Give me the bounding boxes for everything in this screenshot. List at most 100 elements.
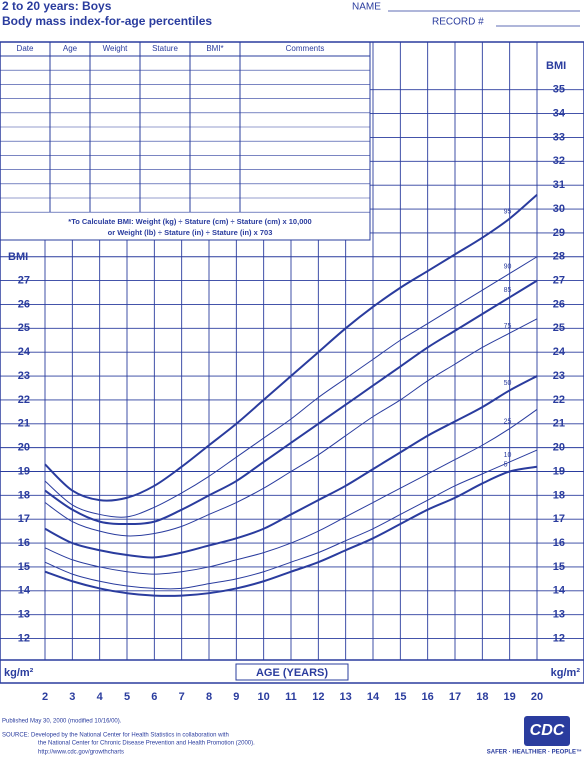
curves: 95 90 85 75 50 25 10 5 <box>44 193 538 597</box>
y-tick-label: 28 <box>553 251 565 263</box>
x-tick-label: 7 <box>179 691 185 703</box>
x-tick-label: 2 <box>42 691 48 703</box>
y-tick-label: 14 <box>553 585 566 597</box>
x-tick-label: 17 <box>449 691 461 703</box>
x-tick-label: 6 <box>151 691 157 703</box>
bmi-note: or Weight (lb) ÷ Stature (in) ÷ Stature … <box>108 228 273 237</box>
x-tick-label: 5 <box>124 691 130 703</box>
title: 2 to 20 years: Boys <box>2 0 112 13</box>
y-tick-label: 20 <box>553 442 565 454</box>
logo-text: CDC <box>530 722 565 739</box>
x-tick-label: 13 <box>340 691 352 703</box>
y-unit-right: kg/m² <box>551 667 581 679</box>
x-tick-label: 19 <box>504 691 516 703</box>
y-tick-label: 12 <box>18 632 30 644</box>
curve-label: 25 <box>504 418 512 425</box>
x-tick-label: 9 <box>233 691 239 703</box>
curve-label: 10 <box>504 452 512 459</box>
y-tick-label: 22 <box>553 394 565 406</box>
published: Published May 30, 2000 (modified 10/16/0… <box>2 719 122 725</box>
x-tick-label: 12 <box>312 691 324 703</box>
y-tick-label: 33 <box>553 131 565 143</box>
y-tick-label: 31 <box>553 179 565 191</box>
y-tick-label: 30 <box>553 203 565 215</box>
y-tick-label: 24 <box>553 346 566 358</box>
y-tick-label: 25 <box>18 322 30 334</box>
x-tick-label: 18 <box>476 691 488 703</box>
subtitle: Body mass index-for-age percentiles <box>2 14 212 28</box>
source-url: http://www.cdc.gov/growthcharts <box>38 750 124 756</box>
y-tick-label: 20 <box>18 442 30 454</box>
y-tick-label: 13 <box>553 609 565 621</box>
y-tick-label: 27 <box>18 275 30 287</box>
curve-label: 5 <box>504 461 508 468</box>
y-tick-label: 23 <box>553 370 565 382</box>
percentile-curve <box>44 449 538 590</box>
x-tick-label: 10 <box>258 691 270 703</box>
record-table: Date Age Weight Stature BMI* Comments *To Calc… <box>0 41 371 241</box>
x-tick-label: 16 <box>422 691 434 703</box>
y-tick-label: 18 <box>18 489 30 501</box>
curve-label: 85 <box>504 287 512 294</box>
y-tick-label: 34 <box>553 107 566 119</box>
curve-label: 50 <box>504 380 512 387</box>
x-axis-label: AGE (YEARS) <box>256 667 328 679</box>
logo <box>524 716 570 746</box>
x-tick-label: 4 <box>97 691 104 703</box>
x-tick-label: 3 <box>69 691 75 703</box>
y-tick-label: 15 <box>553 561 565 573</box>
x-tick-label: 11 <box>285 691 297 703</box>
y-tick-label: 16 <box>553 537 565 549</box>
column-header: Stature <box>152 44 178 53</box>
y-tick-label: 17 <box>553 513 565 525</box>
y-tick-label: 17 <box>18 513 30 525</box>
slogan: SAFER · HEALTHIER · PEOPLE™ <box>487 749 582 756</box>
curve-label: 75 <box>504 323 512 330</box>
y-tick-label: 32 <box>553 155 565 167</box>
y-tick-label: 15 <box>18 561 30 573</box>
frame <box>0 41 584 684</box>
y-tick-label: 25 <box>553 322 565 334</box>
percentile-curve <box>44 318 538 537</box>
percentile-curve <box>44 256 538 518</box>
x-tick-label: 20 <box>531 691 543 703</box>
source: the National Center for Chronic Disease … <box>38 741 255 747</box>
y-axis-label: BMI <box>8 251 28 263</box>
y-tick-label: 13 <box>18 609 30 621</box>
y-tick-label: 12 <box>553 632 565 644</box>
percentile-curve <box>44 409 538 575</box>
x-tick-label: 14 <box>367 691 380 703</box>
column-header: Date <box>17 44 34 53</box>
curve-label: 90 <box>504 263 512 270</box>
x-label-box <box>235 663 349 681</box>
percentile-curve <box>44 375 538 559</box>
y-tick-label: 27 <box>553 275 565 287</box>
column-header: BMI* <box>206 44 223 53</box>
y-tick-label: 21 <box>553 418 565 430</box>
name-label: NAME <box>352 2 381 13</box>
bmi-note: *To Calculate BMI: Weight (kg) ÷ Stature… <box>68 217 311 226</box>
source: SOURCE: Developed by the National Center… <box>2 733 229 739</box>
y-tick-label: 24 <box>18 346 31 358</box>
y-tick-label: 26 <box>553 298 565 310</box>
column-header: Age <box>63 44 78 53</box>
y-tick-label: 21 <box>18 418 30 430</box>
percentile-curve <box>44 465 538 597</box>
y-tick-label: 19 <box>553 465 565 477</box>
column-header: Comments <box>286 44 325 53</box>
curve-label: 95 <box>504 208 512 215</box>
record-label: RECORD # <box>432 17 484 28</box>
y-tick-label: 18 <box>553 489 565 501</box>
y-tick-label: 26 <box>18 298 30 310</box>
y-tick-label: 14 <box>18 585 31 597</box>
y-tick-label: 35 <box>553 84 565 96</box>
column-header: Weight <box>103 44 129 53</box>
y-tick-label: 23 <box>18 370 30 382</box>
x-tick-label: 15 <box>394 691 406 703</box>
y-axis-label: BMI <box>546 60 566 72</box>
percentile-curve <box>44 193 538 502</box>
y-tick-label: 19 <box>18 465 30 477</box>
y-unit-left: kg/m² <box>4 667 34 679</box>
